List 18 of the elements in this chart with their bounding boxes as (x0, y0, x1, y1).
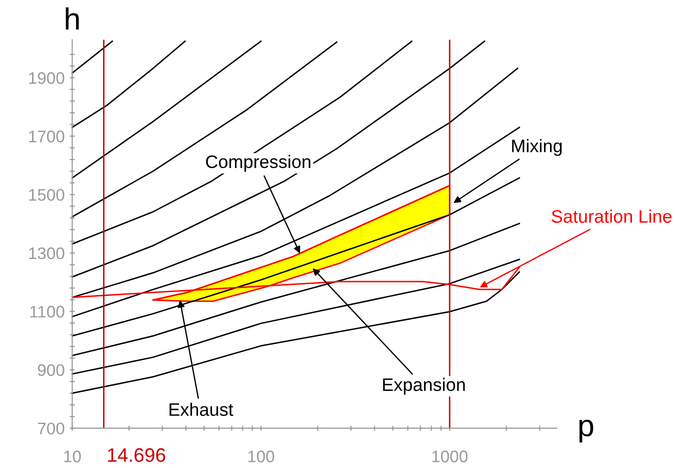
annotation: Exhaust (170, 402, 234, 416)
x-tick-label: 1000 (432, 450, 468, 462)
y-tick-label: 700 (38, 422, 64, 434)
annotation: Mixing (512, 139, 562, 156)
x-tick-label: 10 (64, 450, 81, 462)
y-tick-label: 1900 (29, 72, 64, 84)
y-tick-label: 900 (38, 364, 64, 376)
y-tick-label: 1700 (29, 130, 64, 142)
x-axis-title: p (579, 420, 594, 442)
y-axis-title: h (66, 7, 79, 30)
y-tick-label: 1100 (30, 306, 64, 318)
annotation: Saturation Line (552, 210, 672, 223)
annotation: Compression (206, 154, 310, 172)
y-tick-label: 1300 (29, 247, 64, 260)
y-tick-label: 1500 (29, 188, 64, 201)
x-tick-label: 100 (248, 450, 274, 462)
ref-line-label: 14.696 (108, 448, 166, 462)
annotation: Expansion (383, 378, 465, 395)
